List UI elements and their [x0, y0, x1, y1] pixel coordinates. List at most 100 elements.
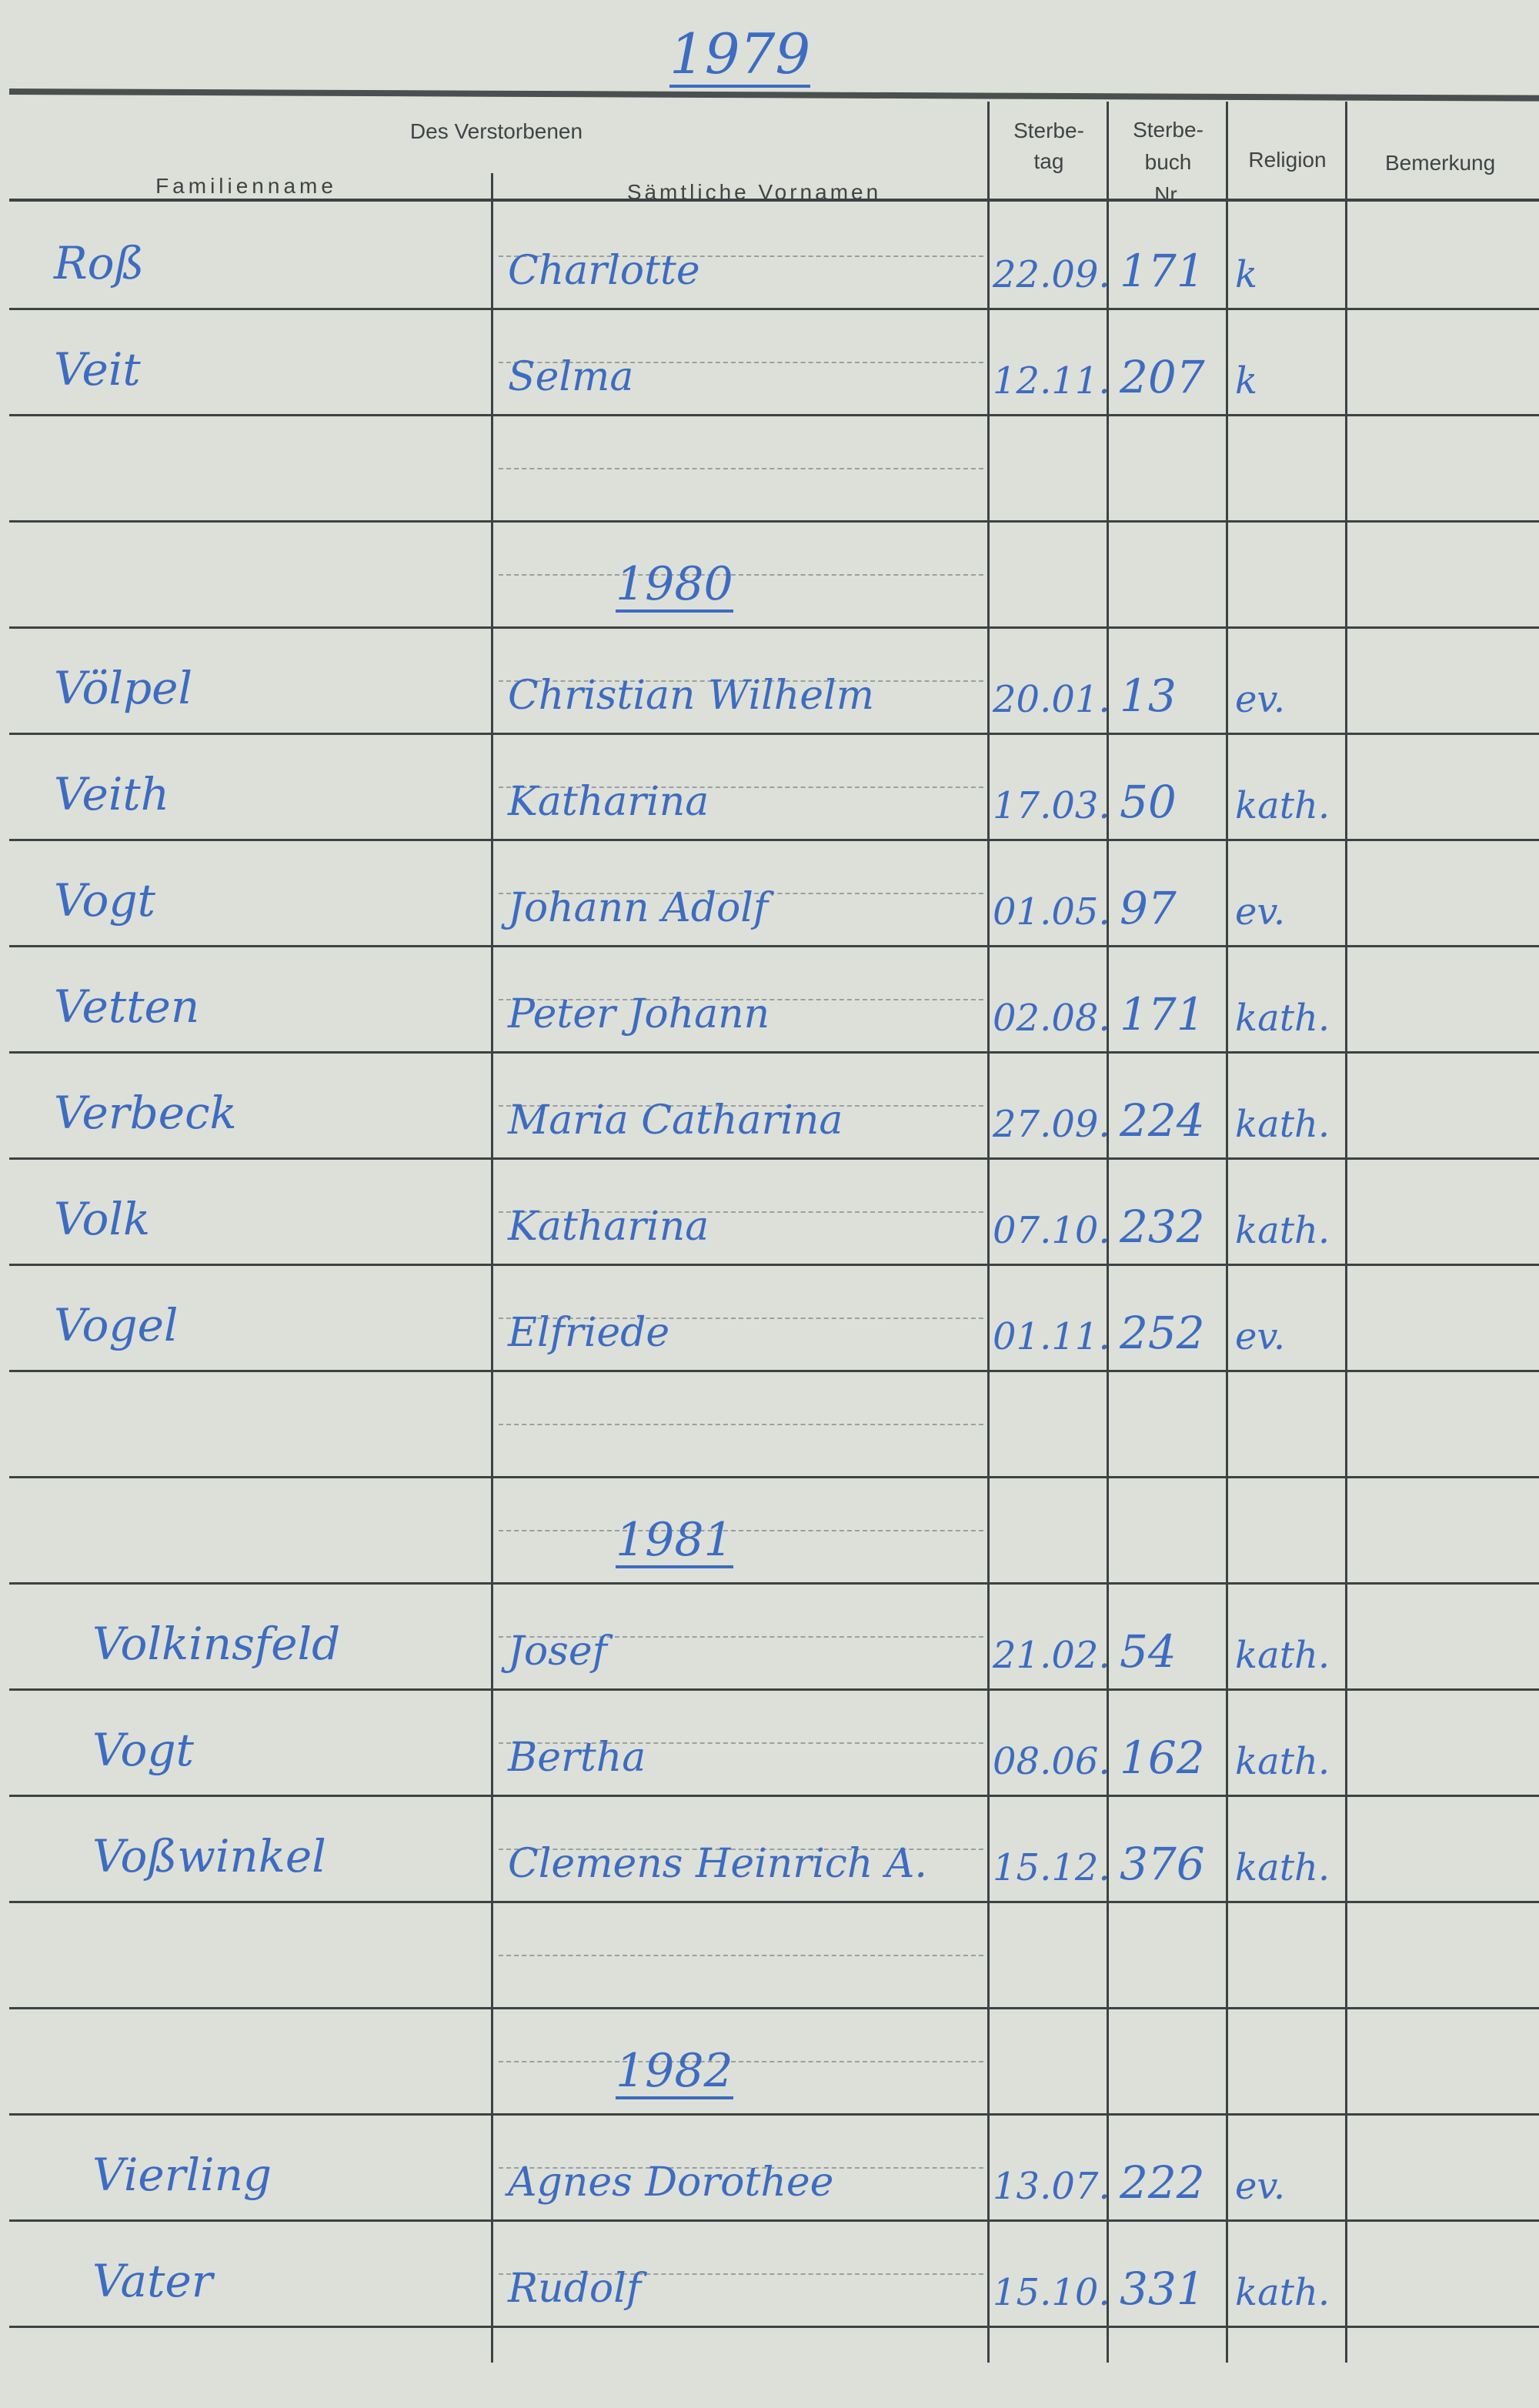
header-familienname: Familienname — [155, 174, 337, 198]
family-name: Völpel — [54, 662, 193, 714]
dotted-guide-line — [499, 362, 983, 363]
religion: ev. — [1235, 1315, 1286, 1358]
dotted-guide-line — [499, 2061, 983, 2062]
death-day: 21.02. — [993, 1634, 1110, 1677]
family-name: Volkinsfeld — [92, 1618, 341, 1670]
register-number: 171 — [1120, 988, 1205, 1040]
death-day: 02.08. — [993, 997, 1110, 1040]
family-name: Vogt — [54, 874, 155, 927]
dotted-guide-line — [499, 1318, 983, 1319]
religion: k — [1235, 253, 1258, 296]
given-names: Elfriede — [508, 1310, 670, 1356]
death-day: 15.10. — [993, 2271, 1110, 2314]
row-rule — [9, 839, 1539, 841]
header-religion: Religion — [1248, 148, 1327, 172]
dotted-guide-line — [499, 2167, 983, 2169]
death-day: 01.11. — [993, 1315, 1110, 1358]
register-number: 224 — [1120, 1094, 1205, 1147]
register-number: 54 — [1120, 1625, 1177, 1678]
given-names: Maria Catharina — [508, 1097, 843, 1144]
dotted-guide-line — [499, 1636, 983, 1638]
dotted-guide-line — [499, 1955, 983, 1956]
page-year-heading: 1979 — [669, 22, 811, 88]
death-day: 20.01. — [993, 678, 1110, 721]
death-day: 15.12. — [993, 1846, 1110, 1889]
death-day: 12.11. — [993, 359, 1110, 402]
header-top-rule — [8, 89, 1539, 102]
column-divider — [491, 173, 493, 2363]
dotted-guide-line — [499, 1530, 983, 1531]
year-heading: 1982 — [616, 2044, 733, 2099]
religion: kath. — [1235, 1634, 1330, 1677]
family-name: Voßwinkel — [92, 1830, 326, 1882]
register-number: 232 — [1120, 1201, 1205, 1253]
religion: k — [1235, 359, 1258, 402]
family-name: Vogt — [92, 1724, 194, 1776]
dotted-guide-line — [499, 999, 983, 1000]
header-bottom-rule — [9, 199, 1539, 202]
given-names: Katharina — [508, 779, 709, 825]
religion: kath. — [1235, 1740, 1330, 1783]
row-rule — [9, 2007, 1539, 2009]
death-day: 17.03. — [993, 784, 1110, 827]
register-number: 376 — [1120, 1838, 1205, 1890]
row-rule — [9, 1264, 1539, 1266]
religion: ev. — [1235, 2165, 1286, 2208]
row-rule — [9, 2326, 1539, 2328]
register-number: 171 — [1120, 245, 1205, 297]
year-heading: 1981 — [616, 1513, 733, 1568]
religion: ev. — [1235, 678, 1286, 721]
register-number: 207 — [1120, 351, 1205, 403]
death-day: 01.05. — [993, 890, 1110, 933]
dotted-guide-line — [499, 1105, 983, 1107]
column-divider — [1345, 102, 1347, 2363]
dotted-guide-line — [499, 893, 983, 894]
family-name: Veith — [54, 768, 170, 820]
given-names: Josef — [508, 1628, 607, 1675]
religion: kath. — [1235, 997, 1330, 1040]
row-rule — [9, 2113, 1539, 2116]
row-rule — [9, 1901, 1539, 1903]
row-rule — [9, 1476, 1539, 1478]
given-names: Katharina — [508, 1204, 709, 1250]
given-names: Charlotte — [508, 248, 700, 294]
religion: ev. — [1235, 890, 1286, 933]
row-rule — [9, 1688, 1539, 1691]
row-rule — [9, 1051, 1539, 1054]
death-day: 08.06. — [993, 1740, 1110, 1783]
dotted-guide-line — [499, 787, 983, 788]
family-name: Roß — [54, 237, 145, 289]
dotted-guide-line — [499, 1211, 983, 1213]
header-des-verstorbenen: Des Verstorbenen — [409, 119, 583, 143]
row-rule — [9, 520, 1539, 523]
dotted-guide-line — [499, 1849, 983, 1850]
header-bemerkung: Bemerkung — [1385, 151, 1496, 175]
dotted-guide-line — [499, 680, 983, 682]
religion: kath. — [1235, 1846, 1330, 1889]
header-sterbebuch-nr: Sterbe- buch Nr. — [1133, 118, 1203, 206]
given-names: Peter Johann — [508, 991, 770, 1037]
dotted-guide-line — [499, 2273, 983, 2275]
register-number: 162 — [1120, 1732, 1205, 1784]
given-names: Bertha — [508, 1735, 646, 1781]
row-rule — [9, 2219, 1539, 2222]
family-name: Vetten — [54, 980, 200, 1033]
row-rule — [9, 1157, 1539, 1160]
family-name: Vierling — [92, 2149, 272, 2201]
dotted-guide-line — [499, 574, 983, 576]
row-rule — [9, 626, 1539, 629]
row-rule — [9, 1370, 1539, 1372]
dotted-guide-line — [499, 255, 983, 257]
year-heading: 1980 — [616, 557, 733, 613]
family-name: Volk — [54, 1193, 151, 1245]
register-number: 331 — [1120, 2263, 1205, 2315]
row-rule — [9, 733, 1539, 735]
death-day: 27.09. — [993, 1103, 1110, 1146]
row-rule — [9, 414, 1539, 416]
dotted-guide-line — [499, 1424, 983, 1425]
row-rule — [9, 308, 1539, 310]
given-names: Christian Wilhelm — [508, 673, 874, 719]
register-number: 252 — [1120, 1307, 1205, 1359]
family-name: Vater — [92, 2255, 213, 2307]
religion: kath. — [1235, 2271, 1330, 2314]
